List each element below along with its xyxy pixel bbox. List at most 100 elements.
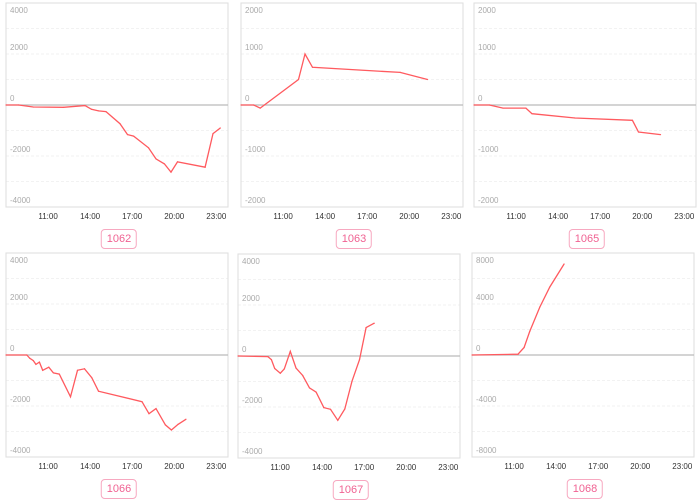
series-line xyxy=(241,52,428,109)
data-point xyxy=(132,135,135,137)
data-point xyxy=(164,424,166,426)
x-tick-label: 20:00 xyxy=(399,212,420,221)
y-tick-label: 4000 xyxy=(242,257,260,266)
y-tick-label: -4000 xyxy=(10,196,31,205)
x-tick-label: 14:00 xyxy=(80,212,101,221)
x-tick-label: 11:00 xyxy=(38,462,58,471)
y-tick-label: -2000 xyxy=(10,395,31,404)
data-point xyxy=(62,106,65,108)
data-point xyxy=(48,366,50,368)
chart-label-badge[interactable]: 1062 xyxy=(100,229,138,249)
y-tick-label: -2000 xyxy=(242,396,263,405)
data-point xyxy=(141,401,143,403)
data-point xyxy=(204,166,206,168)
chart-label-badge[interactable]: 1065 xyxy=(568,229,606,249)
data-point xyxy=(308,387,311,389)
data-point xyxy=(631,119,634,121)
data-point xyxy=(329,408,332,410)
x-tick-label: 11:00 xyxy=(270,463,290,472)
x-tick-label: 14:00 xyxy=(312,463,333,472)
line-chart: -4000 -2000 0 2000 4000 11:00 14:00 17:00 20:00 2… xyxy=(237,253,461,472)
data-point xyxy=(177,423,179,425)
data-point xyxy=(18,104,20,106)
x-tick-label: 23:00 xyxy=(206,462,227,471)
data-point xyxy=(147,147,150,149)
y-tick-label: 0 xyxy=(242,345,247,354)
y-tick-label: -4000 xyxy=(476,395,497,404)
data-point xyxy=(32,360,34,362)
chart-label-badge[interactable]: 1066 xyxy=(100,479,138,499)
line-chart: -8000 -4000 0 4000 8000 11:00 14:00 17:00 20:00 2… xyxy=(471,252,695,471)
data-point xyxy=(240,104,242,106)
series-line xyxy=(6,104,221,174)
data-point xyxy=(525,107,527,109)
data-point xyxy=(358,359,361,361)
y-tick-label: -4000 xyxy=(242,447,263,456)
data-point xyxy=(176,161,179,163)
data-point xyxy=(539,306,541,308)
data-point xyxy=(97,110,100,112)
x-tick-label: 17:00 xyxy=(122,212,143,221)
x-tick-label: 23:00 xyxy=(206,212,227,221)
data-point xyxy=(529,330,531,333)
x-tick-label: 23:00 xyxy=(674,212,695,221)
y-tick-label: 2000 xyxy=(10,293,28,302)
y-tick-label: 4000 xyxy=(476,293,494,302)
x-tick-label: 23:00 xyxy=(438,463,459,472)
data-point xyxy=(531,113,533,115)
data-point xyxy=(119,123,121,125)
line-chart: -4000 -2000 0 2000 4000 11:00 14:00 17:00 20:00 2… xyxy=(5,2,229,221)
data-point xyxy=(69,396,72,398)
data-point xyxy=(155,158,157,160)
data-point xyxy=(42,369,44,371)
x-tick-label: 11:00 xyxy=(38,212,58,221)
series-line xyxy=(471,263,565,356)
y-tick-label: -2000 xyxy=(10,145,31,154)
chart-label-badge[interactable]: 1063 xyxy=(335,229,373,249)
x-tick-label: 14:00 xyxy=(315,212,336,221)
data-point xyxy=(91,377,93,379)
data-point xyxy=(344,408,346,410)
x-tick-label: 20:00 xyxy=(632,212,653,221)
data-point xyxy=(659,133,662,136)
chart-label-badge[interactable]: 1068 xyxy=(566,479,604,499)
data-point xyxy=(574,117,576,119)
chart-panel-1067: -4000 -2000 0 2000 4000 11:00 14:00 17:00 20:00 2… xyxy=(237,253,470,504)
data-point xyxy=(237,355,239,357)
data-point xyxy=(170,429,173,431)
y-tick-label: -2000 xyxy=(478,196,499,205)
y-tick-label: 4000 xyxy=(10,256,28,265)
data-point xyxy=(76,369,79,371)
data-point xyxy=(373,322,375,324)
chart-panel-1068: -8000 -4000 0 4000 8000 11:00 14:00 17:00 20:00 2… xyxy=(471,252,700,503)
chart-panel-1063: -2000 -1000 0 1000 2000 11:00 14:00 17:00 20:00 2… xyxy=(240,2,473,253)
x-tick-label: 11:00 xyxy=(506,212,526,221)
data-point xyxy=(471,354,473,356)
data-point xyxy=(304,53,306,55)
data-point xyxy=(52,372,55,374)
chart-label-badge[interactable]: 1067 xyxy=(332,480,370,500)
data-point xyxy=(105,111,107,113)
data-point xyxy=(270,358,273,361)
y-tick-label: 2000 xyxy=(478,6,496,15)
data-point xyxy=(185,418,187,420)
y-tick-label: 2000 xyxy=(242,294,260,303)
data-point xyxy=(426,78,429,81)
data-point xyxy=(212,132,214,135)
data-point xyxy=(26,354,28,356)
x-tick-label: 20:00 xyxy=(630,462,651,471)
y-tick-label: -2000 xyxy=(245,196,266,205)
chart-panel-1065: -2000 -1000 0 1000 2000 11:00 14:00 17:00 20:00 2… xyxy=(473,2,700,253)
x-tick-label: 20:00 xyxy=(164,212,185,221)
data-point xyxy=(58,373,60,375)
data-point xyxy=(279,372,281,374)
data-point xyxy=(219,127,221,129)
data-point xyxy=(337,419,339,421)
data-point xyxy=(83,368,86,370)
data-point xyxy=(32,106,34,108)
data-point xyxy=(289,350,291,353)
x-tick-label: 17:00 xyxy=(357,212,378,221)
data-point xyxy=(502,107,504,109)
data-point xyxy=(488,104,491,106)
data-point xyxy=(523,346,525,349)
